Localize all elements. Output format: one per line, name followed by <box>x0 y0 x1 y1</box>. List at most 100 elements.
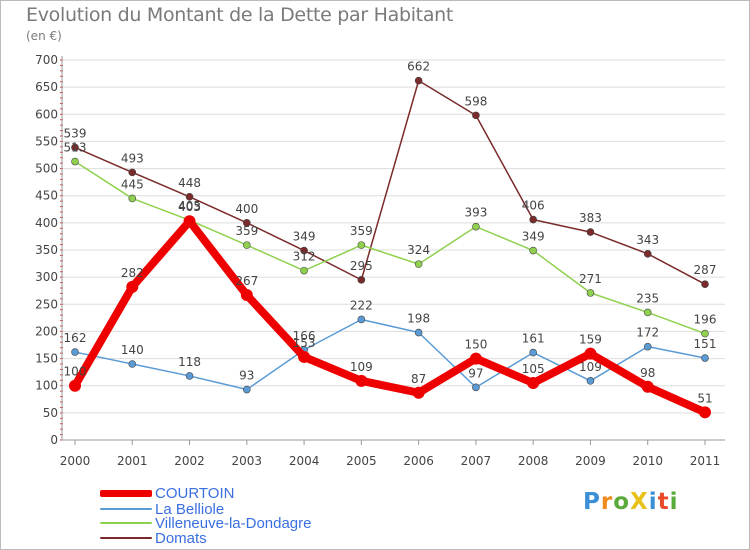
data-label-courtoin: 282 <box>121 266 144 280</box>
data-label-villeneuve-la-dondagre: 393 <box>464 206 487 220</box>
data-label-courtoin: 51 <box>697 391 712 405</box>
data-label-domats: 349 <box>293 230 316 244</box>
y-tick-label: 150 <box>35 352 58 366</box>
data-label-la-belliole: 93 <box>239 369 254 383</box>
data-point-la-belliole <box>586 377 595 385</box>
x-tick-label: 2002 <box>174 454 205 468</box>
logo-letter: t <box>657 489 670 515</box>
data-label-villeneuve-la-dondagre: 359 <box>350 224 373 238</box>
data-point-la-belliole <box>185 372 194 380</box>
data-label-villeneuve-la-dondagre: 359 <box>235 224 258 238</box>
legend-item-courtoin: COURTOIN <box>100 484 235 502</box>
x-tick-label: 2010 <box>632 454 663 468</box>
legend-label-courtoin: COURTOIN <box>155 484 235 502</box>
legend-label-la-belliole: La Belliole <box>155 500 225 518</box>
data-point-domats <box>529 215 537 224</box>
x-tick-label: 2005 <box>346 454 377 468</box>
logo-letter: i <box>648 489 658 515</box>
data-point-la-belliole <box>701 354 709 362</box>
data-point-la-belliole <box>71 348 79 356</box>
data-point-villeneuve-la-dondagre <box>586 289 595 297</box>
legend-label-domats: Domats <box>155 529 207 547</box>
data-point-courtoin <box>126 280 139 293</box>
data-label-domats: 343 <box>636 233 659 247</box>
data-point-villeneuve-la-dondagre <box>643 308 652 317</box>
data-point-courtoin <box>69 379 81 392</box>
data-label-domats: 383 <box>579 211 602 225</box>
y-tick-label: 450 <box>35 189 58 203</box>
data-label-domats: 493 <box>121 151 144 165</box>
data-label-la-belliole: 162 <box>64 331 87 345</box>
data-point-la-belliole <box>128 360 137 368</box>
data-label-domats: 539 <box>64 126 87 140</box>
data-point-villeneuve-la-dondagre <box>414 260 423 268</box>
data-point-villeneuve-la-dondagre <box>529 246 537 255</box>
legend-swatch-domats <box>100 537 152 539</box>
data-label-courtoin: 403 <box>178 200 201 214</box>
legend-item-la-belliole: La Belliole <box>100 500 225 518</box>
data-point-courtoin <box>641 380 654 393</box>
data-label-la-belliole: 172 <box>636 326 659 340</box>
data-point-domats <box>357 276 366 284</box>
logo-letter: i <box>669 489 679 515</box>
data-point-la-belliole <box>529 348 537 357</box>
data-point-courtoin <box>412 386 425 399</box>
y-tick-label: 600 <box>35 107 58 121</box>
data-label-villeneuve-la-dondagre: 349 <box>522 230 545 244</box>
chart-title: Evolution du Montant de la Dette par Hab… <box>26 4 454 26</box>
data-point-domats <box>71 143 79 152</box>
data-point-domats <box>128 168 137 177</box>
x-tick-label: 2006 <box>403 454 434 468</box>
data-label-villeneuve-la-dondagre: 324 <box>407 243 430 257</box>
data-point-courtoin <box>298 350 311 363</box>
y-tick-label: 50 <box>43 406 58 420</box>
data-label-villeneuve-la-dondagre: 196 <box>694 313 717 327</box>
data-point-courtoin <box>183 215 196 228</box>
y-tick-label: 550 <box>35 134 58 148</box>
legend-label-villeneuve: Villeneuve-la-Dondagre <box>155 514 312 532</box>
data-label-courtoin: 105 <box>522 362 545 376</box>
data-label-courtoin: 153 <box>293 336 316 350</box>
x-tick-label: 2004 <box>289 454 320 468</box>
data-point-domats <box>185 193 194 201</box>
data-label-courtoin: 100 <box>64 365 87 379</box>
data-label-villeneuve-la-dondagre: 445 <box>121 177 144 191</box>
series-line-courtoin <box>71 217 709 417</box>
data-label-la-belliole: 97 <box>468 366 483 380</box>
x-tick-label: 2008 <box>518 454 549 468</box>
data-label-domats: 406 <box>522 199 545 213</box>
legend-item-villeneuve: Villeneuve-la-Dondagre <box>100 514 312 532</box>
legend-swatch-courtoin <box>100 489 152 497</box>
data-point-domats <box>243 219 251 227</box>
data-label-courtoin: 150 <box>464 338 487 352</box>
data-label-la-belliole: 198 <box>407 312 430 326</box>
logo-letter: P <box>583 489 601 515</box>
data-point-villeneuve-la-dondagre <box>300 266 308 275</box>
legend-swatch-villeneuve <box>100 522 152 524</box>
legend-item-domats: Domats <box>100 529 207 547</box>
data-label-villeneuve-la-dondagre: 235 <box>636 291 659 305</box>
data-point-villeneuve-la-dondagre <box>243 241 251 249</box>
data-point-la-belliole <box>414 328 423 337</box>
data-point-domats <box>643 250 652 258</box>
y-tick-label: 250 <box>35 297 58 311</box>
data-label-villeneuve-la-dondagre: 513 <box>64 141 87 155</box>
data-label-courtoin: 159 <box>579 333 602 347</box>
y-tick-label: 700 <box>35 53 58 67</box>
data-label-la-belliole: 118 <box>178 355 201 369</box>
x-tick-label: 2007 <box>461 454 492 468</box>
data-point-courtoin <box>469 352 482 365</box>
data-point-domats <box>701 280 709 289</box>
data-point-la-belliole <box>643 342 652 351</box>
logo-letter: X <box>630 489 649 515</box>
data-label-la-belliole: 151 <box>694 337 717 351</box>
data-point-villeneuve-la-dondagre <box>701 329 709 338</box>
logo-letter: r <box>600 489 614 515</box>
data-label-domats: 448 <box>178 176 201 190</box>
data-label-courtoin: 109 <box>350 360 373 374</box>
data-point-courtoin <box>240 289 253 302</box>
data-label-domats: 287 <box>694 263 717 277</box>
data-point-la-belliole <box>357 315 366 324</box>
data-label-domats: 400 <box>235 202 258 216</box>
data-label-domats: 598 <box>464 94 487 108</box>
